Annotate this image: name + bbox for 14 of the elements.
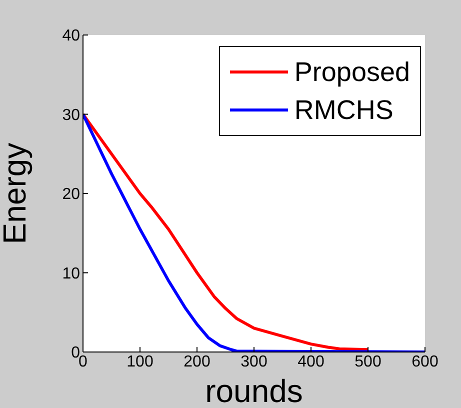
y-tick-label: 40 bbox=[62, 28, 80, 45]
x-tick-label: 200 bbox=[184, 353, 210, 370]
y-tick-label: 20 bbox=[62, 186, 80, 204]
x-tick-label: 100 bbox=[126, 353, 154, 370]
legend-label: RMCHS bbox=[294, 94, 394, 127]
y-axis-title: Energy bbox=[0, 142, 32, 244]
x-axis-title: rounds bbox=[205, 373, 303, 408]
x-tick-label: 600 bbox=[412, 353, 438, 370]
x-tick-label: 300 bbox=[240, 353, 268, 370]
x-tick-label: 500 bbox=[354, 353, 382, 370]
y-tick-label: 10 bbox=[62, 265, 80, 282]
legend-label: Proposed bbox=[294, 56, 410, 89]
y-tick-label: 30 bbox=[62, 106, 80, 124]
x-tick-label: 400 bbox=[298, 353, 324, 370]
